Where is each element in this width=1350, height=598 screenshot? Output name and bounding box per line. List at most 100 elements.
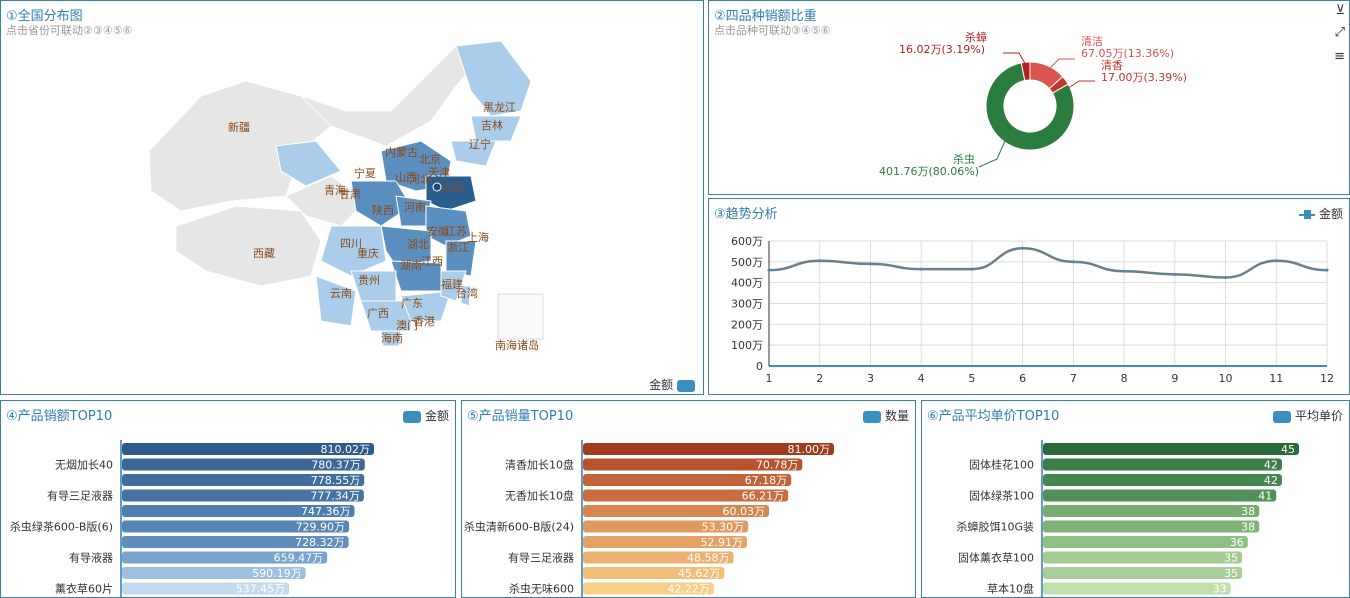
province-label: 新疆 — [228, 120, 250, 134]
province-shaanxi — [350, 180, 412, 227]
bar-value-label: 537.45万 — [236, 583, 286, 596]
map-shapes — [148, 40, 544, 347]
bar-chart[interactable]: 4542固体桂花1004241固体绿茶1003838杀蟑胶饵10G装3635固体… — [922, 401, 1349, 597]
bar — [583, 489, 789, 502]
province-neimenggu — [300, 45, 487, 147]
data-point — [970, 267, 974, 271]
category-label: 草本10盘 — [987, 582, 1034, 596]
bar — [122, 582, 290, 595]
province-label: 贵州 — [358, 274, 380, 287]
province-label: 西藏 — [253, 247, 275, 260]
trend-legend[interactable]: 金额 — [1299, 205, 1343, 222]
category-label: 有导三足液器 — [47, 489, 113, 503]
province-label: 宁夏 — [354, 166, 376, 180]
pie-leader-line — [978, 140, 1006, 168]
series-line-金额 — [768, 247, 1328, 279]
bar-value-label: 66.21万 — [742, 490, 785, 503]
province-zhejiang — [445, 240, 477, 277]
y-tick-label: 200万 — [731, 318, 763, 331]
filter-icon[interactable]: ⊻ — [1335, 3, 1345, 18]
category-label: 杀虫绿茶600-B版(6) — [10, 520, 113, 534]
pie-label-value: 67.05万(13.36%) — [1081, 47, 1174, 60]
legend-swatch — [1273, 410, 1292, 423]
category-label: 固体薰衣草100 — [958, 551, 1034, 565]
bar-value-label: 747.36万 — [301, 505, 351, 518]
bar-value-label: 53.30万 — [702, 521, 745, 534]
legend-label: 金额 — [424, 409, 449, 423]
legend-label: 金额 — [1318, 207, 1343, 221]
bar-value-label: 778.55万 — [311, 474, 361, 487]
bar-chart[interactable]: 810.02万 780.37万 无烟加长40 778.55万 777.34万 有导三足液器… — [1, 401, 455, 597]
trend-panel: ③趋势分析 金额 0 100万 200万 300万 400万 500万 600万 1 2 3 4 5 6… — [708, 198, 1350, 395]
category-label: 杀虫清新600-B版(24) — [464, 520, 574, 534]
province-label: 天津 — [428, 166, 450, 179]
bar — [1043, 551, 1243, 564]
province-label: 吉林 — [481, 118, 503, 132]
bar — [122, 551, 328, 564]
data-point — [868, 262, 872, 266]
bar-value-label: 42.22万 — [667, 583, 710, 596]
x-tick-label: 3 — [867, 372, 874, 385]
x-tick-label: 7 — [1070, 372, 1077, 385]
bar — [122, 536, 349, 548]
category-label: 固体桂花100 — [969, 458, 1034, 472]
province-xizang — [175, 205, 322, 287]
bar — [1043, 520, 1260, 533]
bar — [583, 505, 770, 517]
pie-slice-杀虫 — [985, 62, 1075, 151]
pie-leader-line — [1048, 58, 1075, 70]
province-label: 河北 — [409, 173, 431, 186]
bar — [1043, 458, 1282, 471]
panel-title: ⑥产品平均单价TOP10 — [927, 409, 1060, 424]
province-gansu-west — [275, 140, 342, 187]
bar-chart[interactable]: 81.00万 70.78万 清香加长10盘 67.18万 66.21万 无香加长10盘 60… — [462, 401, 915, 597]
data-point — [919, 267, 923, 271]
y-tick-label: 500万 — [731, 256, 763, 269]
menu-icon[interactable]: ≡ — [1334, 49, 1345, 64]
panel-title: ③趋势分析 — [714, 207, 778, 222]
category-label: 无香加长10盘 — [505, 489, 574, 503]
bar-value-label: 45 — [1281, 443, 1295, 456]
province-label: 青海 — [324, 183, 346, 197]
bar-value-label: 70.78万 — [756, 459, 799, 472]
province-label: 香港 — [413, 315, 435, 328]
bar-value-label: 38 — [1241, 505, 1255, 518]
panel-subtitle: 点击省份可联动②③④⑤⑥ — [6, 24, 133, 37]
bar — [583, 536, 747, 548]
x-tick-label: 10 — [1219, 372, 1233, 385]
province-guangdong — [400, 290, 452, 322]
bar-value-label: 780.37万 — [311, 459, 361, 472]
bar-value-label: 42 — [1264, 474, 1278, 487]
category-label: 杀虫无味600 — [509, 582, 574, 596]
donut-panel: ②四品种销额比重 点击品种可联动③④⑤⑥ 杀蟑 16.02万(3.19%) 清洁 67… — [708, 0, 1350, 195]
x-tick-label: 5 — [968, 372, 975, 385]
bar — [1043, 582, 1231, 595]
pie-leader-line — [1066, 80, 1095, 90]
bar — [1043, 489, 1277, 502]
bar-value-label: 42 — [1264, 459, 1278, 472]
bar-legend[interactable]: 金额 — [403, 407, 449, 424]
pie-label-name: 清洁 — [1081, 35, 1103, 48]
bar-value-label: 36 — [1230, 536, 1244, 549]
y-tick-label: 300万 — [731, 298, 763, 311]
bar — [122, 505, 355, 517]
legend-swatch — [677, 379, 695, 392]
bar-legend[interactable]: 平均单价 — [1273, 407, 1343, 424]
x-tick-label: 8 — [1121, 372, 1128, 385]
province-label: 湖南 — [400, 259, 422, 272]
x-tick-label: 11 — [1269, 372, 1283, 385]
fullscreen-icon[interactable]: ⤢ — [1334, 25, 1345, 40]
map-panel: ①全国分布图 点击省份可联动②③④⑤⑥ 黑龙江 吉林 辽宁 内蒙古 北京 天津 山西 河北 宁夏… — [0, 0, 704, 395]
bar — [583, 551, 734, 564]
province-label: 江西 — [421, 255, 443, 268]
bar-legend[interactable]: 数量 — [863, 407, 909, 424]
pie-label-name: 杀虫 — [953, 152, 975, 166]
bar — [122, 443, 374, 455]
bar — [122, 489, 364, 502]
province-label: 河南 — [404, 201, 426, 214]
bar — [583, 474, 792, 486]
